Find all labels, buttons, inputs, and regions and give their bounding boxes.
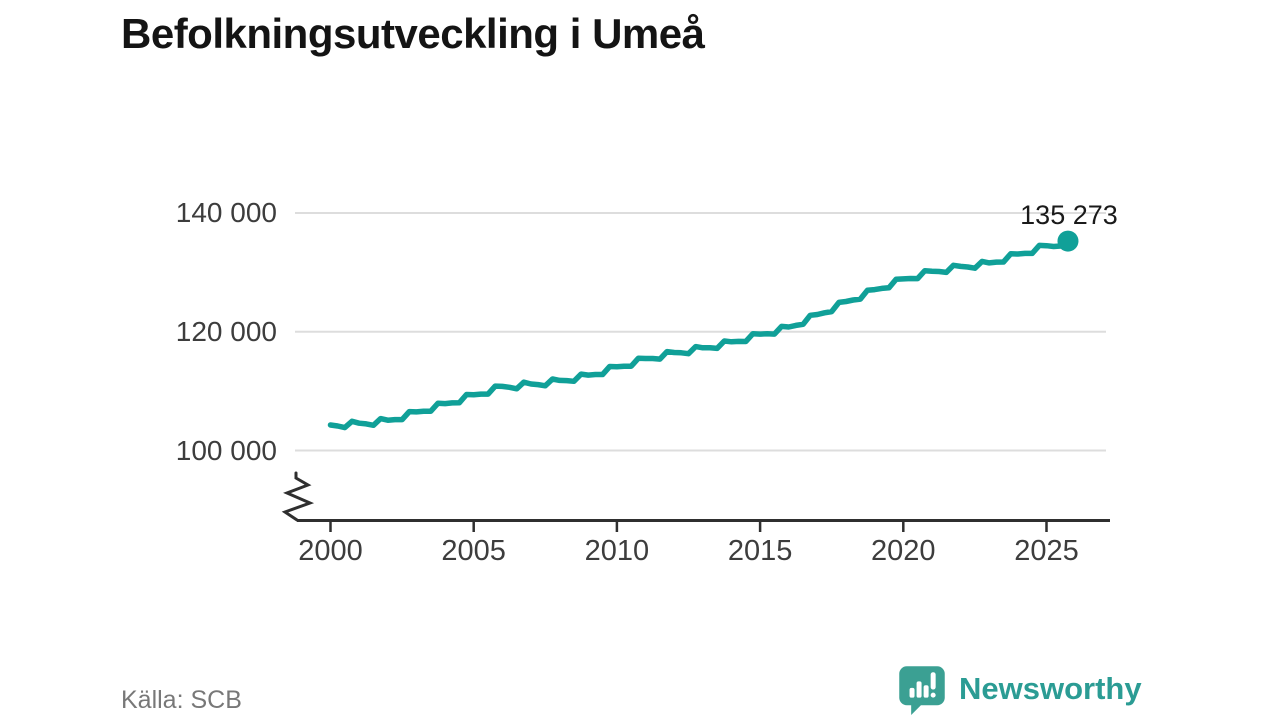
x-tick-label: 2000 <box>298 535 363 567</box>
bar-chart-bar-3 <box>923 685 929 698</box>
x-tick-label: 2015 <box>727 535 793 567</box>
chart-title: Befolkningsutveckling i Umeå <box>121 10 705 57</box>
speech-bubble-shape <box>899 666 945 715</box>
bar-chart-bar-2 <box>916 681 922 698</box>
x-tick-label: 2005 <box>441 535 506 567</box>
axis-break-zigzag <box>281 471 315 522</box>
newsworthy-logo-icon <box>899 666 945 715</box>
x-tick-label: 2025 <box>1014 535 1079 567</box>
bar-chart-bar-1 <box>909 687 915 698</box>
y-tick-label: 100 000 <box>175 434 277 466</box>
x-tick-label: 2010 <box>584 535 650 567</box>
last-value-label: 135 273 <box>1020 200 1118 231</box>
gridlines <box>295 212 1106 452</box>
y-tick-label: 120 000 <box>175 315 277 347</box>
last-point-dot <box>1057 230 1079 252</box>
exclamation-bar <box>930 672 936 690</box>
x-axis <box>281 471 1110 532</box>
newsworthy-logo-text: Newsworthy <box>959 671 1142 706</box>
population-line <box>327 238 1071 431</box>
population-line-series <box>327 230 1079 431</box>
x-tick-label: 2020 <box>871 535 936 567</box>
y-tick-label: 140 000 <box>175 197 277 228</box>
source-caption: Källa: SCB <box>121 686 242 714</box>
newsworthy-logo: Newsworthy <box>896 663 1142 715</box>
exclamation-dot <box>930 692 936 698</box>
